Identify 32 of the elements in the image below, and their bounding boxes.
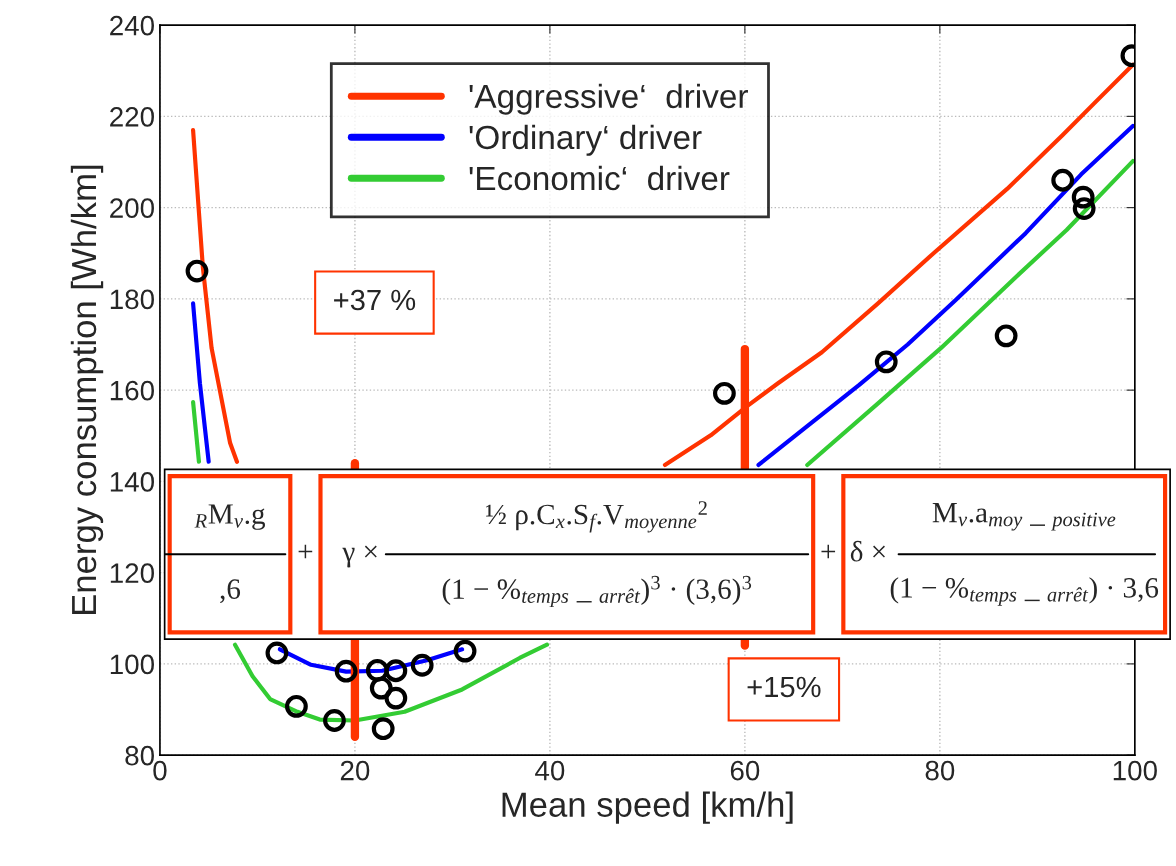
annotation: + <box>298 544 313 559</box>
legend-label: 'Aggressive‘ driver <box>469 83 748 115</box>
y-tick-label: 180 <box>110 289 154 310</box>
x-tick-label: 20 <box>340 760 370 781</box>
annotation: (1 − %$_{temps}$ _ $_{arrêt}$) · 3,6 <box>890 577 1159 606</box>
annotation: +37 % <box>334 289 416 311</box>
annotation: M$_{v}$.a$_{moy}$ _ $_{positive}$ <box>932 503 1116 531</box>
y-tick-label: 140 <box>110 472 154 492</box>
y-axis-title: Energy consumption [Wh/km] <box>70 165 104 615</box>
y-tick-label: 100 <box>110 654 154 675</box>
annotation: (1 − %$_{temps}$ _ $_{arrêt}$)$^{3}$ · (3,6)$^{3}$ <box>442 575 752 608</box>
annotation: δ × <box>850 540 885 562</box>
x-tick-label: 60 <box>730 760 760 781</box>
annotation: ½ ρ.C$_{x}$.S$_{f}$.V$_{moyenne}$$^{2}$ <box>486 501 707 533</box>
x-tick-label: 40 <box>535 760 565 781</box>
annotation: ,6 <box>220 579 241 604</box>
annotation: γ × <box>342 545 377 568</box>
x-tick-label: 0 <box>153 760 167 781</box>
annotation: $_{R}$M$_{v}$.g <box>194 504 266 530</box>
legend-label: 'Economic‘ driver <box>469 165 730 191</box>
y-tick-label: 120 <box>110 563 154 583</box>
annotation: + <box>821 544 836 559</box>
x-axis-title: Mean speed [km/h] <box>502 791 793 824</box>
y-tick-label: 240 <box>110 15 154 36</box>
legend-label: 'Ordinary‘ driver <box>469 124 702 156</box>
x-tick-label: 100 <box>1113 760 1157 781</box>
y-tick-label: 80 <box>125 745 154 766</box>
annotation: +15% <box>747 676 821 698</box>
x-tick-label: 80 <box>925 760 955 781</box>
y-tick-label: 160 <box>110 380 154 401</box>
y-tick-label: 220 <box>110 107 154 127</box>
y-tick-label: 200 <box>110 198 154 218</box>
